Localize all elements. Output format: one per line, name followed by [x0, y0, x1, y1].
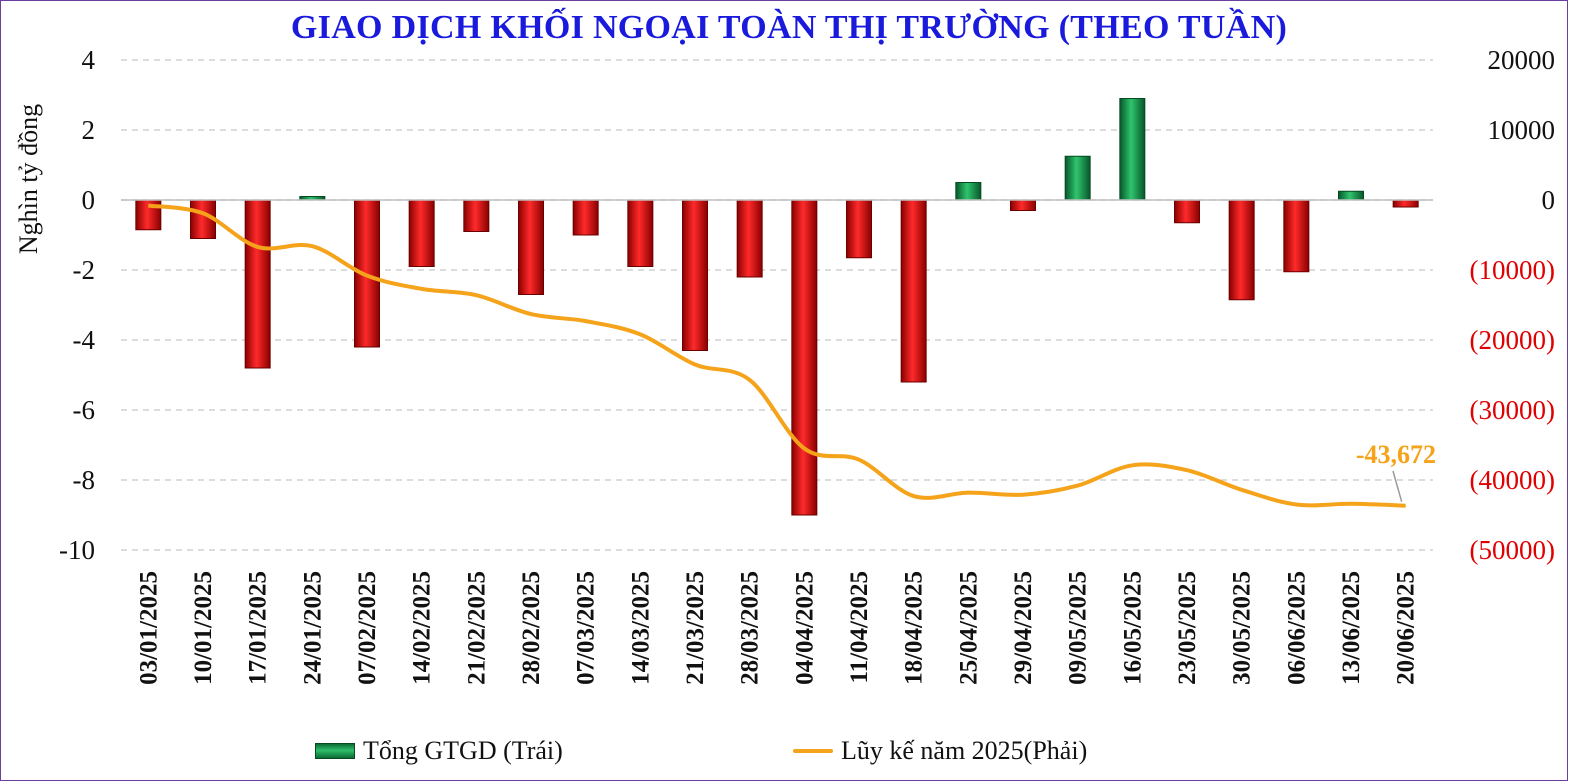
right-tick-label: (40000): [1470, 465, 1555, 495]
x-tick-label: 23/05/2025: [1174, 571, 1201, 685]
bar: [1010, 199, 1036, 211]
bar: [572, 199, 599, 236]
chart-title: GIAO DỊCH KHỐI NGOẠI TOÀN THỊ TRƯỜNG (TH…: [290, 9, 1288, 46]
x-tick-label: 16/05/2025: [1119, 571, 1146, 685]
x-tick-label: 21/02/2025: [463, 571, 490, 685]
annotation-leader: [1392, 470, 1403, 502]
x-tick-label: 14/02/2025: [409, 571, 436, 685]
left-tick-label: -6: [73, 395, 96, 425]
x-tick-label: 29/04/2025: [1010, 571, 1037, 685]
x-tick-label: 21/03/2025: [682, 571, 709, 685]
bar: [1283, 199, 1310, 273]
bar: [791, 199, 818, 516]
bar: [627, 199, 654, 267]
bar: [1064, 155, 1091, 201]
left-tick-label: 4: [82, 45, 96, 75]
left-tick-label: 2: [82, 115, 96, 145]
x-tick-label: 14/03/2025: [627, 571, 654, 685]
bar: [408, 199, 435, 267]
left-tick-label: -4: [73, 325, 96, 355]
x-tick-label: 30/05/2025: [1229, 571, 1256, 685]
x-tick-label: 11/04/2025: [846, 571, 873, 684]
bar: [846, 199, 872, 259]
x-tick-label: 04/04/2025: [791, 571, 818, 685]
bar: [1228, 199, 1255, 301]
right-tick-label: (50000): [1470, 535, 1555, 565]
legend-label-bars: Tổng GTGD (Trái): [363, 736, 563, 765]
bar: [900, 199, 927, 383]
left-tick-label: -2: [73, 255, 96, 285]
bar: [1174, 199, 1200, 224]
legend: Tổng GTGD (Trái) Lũy kế năm 2025(Phải): [1, 733, 1570, 773]
x-tick-label: 07/03/2025: [573, 571, 600, 685]
legend-bar-swatch: [315, 743, 355, 759]
left-tick-label: -10: [59, 535, 95, 565]
legend-label-line: Lũy kế năm 2025(Phải): [841, 736, 1088, 765]
bar: [1338, 190, 1364, 201]
bar: [244, 199, 271, 369]
legend-item-bars: Tổng GTGD (Trái): [315, 733, 563, 769]
bar: [1392, 199, 1419, 208]
right-tick-label: (10000): [1470, 255, 1555, 285]
bar: [736, 199, 763, 278]
x-tick-label: 18/04/2025: [901, 571, 928, 685]
right-tick-label: 20000: [1488, 45, 1556, 75]
legend-item-line: Lũy kế năm 2025(Phải): [793, 733, 1087, 769]
x-tick-label: 03/01/2025: [135, 571, 162, 685]
left-tick-label: -8: [73, 465, 96, 495]
x-tick-label: 28/03/2025: [737, 571, 764, 685]
right-tick-label: 10000: [1488, 115, 1556, 145]
cumulative-line: [148, 203, 1406, 508]
x-tick-label: 20/06/2025: [1393, 571, 1420, 685]
annotation-label: -43,672: [1356, 440, 1436, 469]
x-tick-label: 13/06/2025: [1338, 571, 1365, 685]
x-tick-label: 17/01/2025: [245, 571, 272, 685]
right-tick-label: (20000): [1470, 325, 1555, 355]
x-tick-label: 09/05/2025: [1065, 571, 1092, 685]
right-tick-label: 0: [1542, 185, 1556, 215]
x-tick-label: 06/06/2025: [1283, 571, 1310, 685]
bar: [518, 199, 544, 295]
x-tick-label: 10/01/2025: [190, 571, 217, 685]
x-tick-label: 25/04/2025: [955, 571, 982, 685]
x-tick-label: 28/02/2025: [518, 571, 545, 685]
y-axis-title: Nghìn tỷ đồng: [14, 104, 43, 254]
x-tick-label: 07/02/2025: [354, 571, 381, 685]
x-tick-label: 24/01/2025: [299, 571, 326, 685]
right-tick-label: (30000): [1470, 395, 1555, 425]
bar: [463, 199, 490, 232]
bar: [1119, 98, 1146, 201]
legend-line-swatch: [793, 749, 833, 753]
bar: [955, 182, 982, 201]
left-tick-label: 0: [82, 185, 96, 215]
bar: [682, 199, 708, 351]
